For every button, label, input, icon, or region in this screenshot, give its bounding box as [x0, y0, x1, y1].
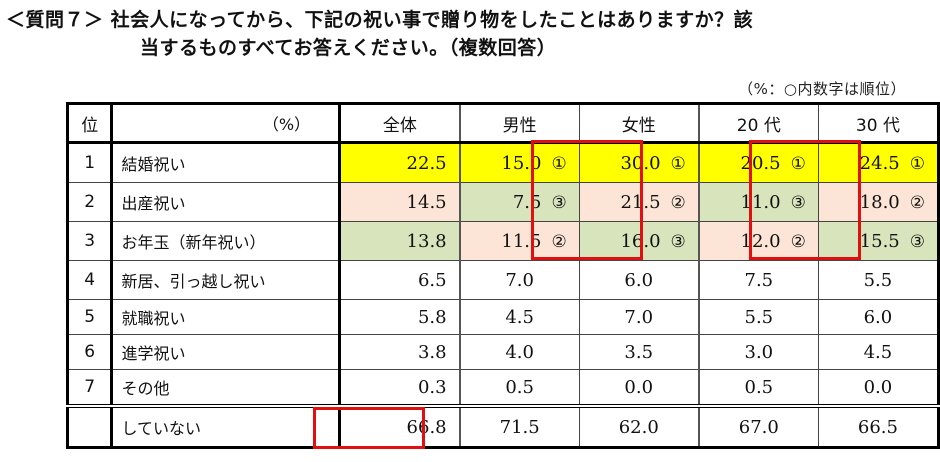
row-label: 結婚祝い: [111, 142, 342, 183]
row-label: 就職祝い: [111, 299, 342, 335]
cell-male: 11.5 ②: [458, 221, 580, 261]
unit-note: （%：○内数字は順位）: [738, 80, 906, 98]
cell-male: 7.5 ③: [458, 182, 580, 222]
cell-total: 66.8: [338, 404, 461, 448]
row-label: その他: [111, 369, 342, 407]
header-female: 女性: [578, 103, 700, 144]
cell-30s: 5.5: [817, 260, 940, 300]
row-rank: 2: [66, 182, 114, 222]
table-header-row: 位 （%） 全体 男性 女性 20 代 30 代: [66, 103, 940, 144]
cell-total: 6.5: [338, 260, 461, 300]
row-label: 進学祝い: [111, 334, 342, 370]
table-row: 2 出産祝い 14.5 7.5 ③ 21.5 ② 11.0 ③ 18.0 ②: [66, 182, 940, 222]
row-rank: 6: [66, 334, 114, 370]
cell-male: 4.0: [458, 334, 580, 370]
cell-30s: 18.0 ②: [817, 182, 940, 222]
table-row: 4 新居、引っ越し祝い 6.5 7.0 6.0 7.5 5.5: [66, 260, 940, 300]
table-row: 1 結婚祝い 22.5 15.0 ① 30.0 ① 20.5 ① 24.5 ①: [66, 142, 940, 183]
table-row: 5 就職祝い 5.8 4.5 7.0 5.5 6.0: [66, 299, 940, 335]
cell-30s: 15.5 ③: [817, 221, 940, 261]
cell-20s: 11.0 ③: [697, 182, 819, 222]
cell-20s: 12.0 ②: [697, 221, 819, 261]
row-label: お年玉（新年祝い）: [111, 221, 342, 261]
rank-mark: ②: [909, 192, 925, 213]
header-unit: （%）: [111, 103, 342, 144]
cell-total: 14.5: [338, 182, 461, 222]
question-title: ＜質問７＞ 社会人になってから、下記の祝い事で贈り物をしたことはありますか？該 …: [6, 6, 936, 62]
table-row: 7 その他 0.3 0.5 0.0 0.5 0.0: [66, 369, 940, 407]
cell-20s: 67.0: [697, 404, 819, 448]
header-rank: 位: [66, 103, 114, 144]
cell-total: 3.8: [338, 334, 461, 370]
results-table: 位 （%） 全体 男性 女性 20 代 30 代 1 結婚祝い 22.5 15.…: [66, 102, 940, 449]
cell-female: 30.0 ①: [578, 142, 700, 183]
cell-male: 7.0: [458, 260, 580, 300]
cell-male: 0.5: [458, 369, 580, 407]
cell-20s: 5.5: [697, 299, 819, 335]
rank-mark: ③: [909, 231, 925, 252]
cell-male: 4.5: [458, 299, 580, 335]
header-20s: 20 代: [697, 103, 819, 144]
table-row: 3 お年玉（新年祝い） 13.8 11.5 ② 16.0 ③ 12.0 ② 15.5 ③: [66, 221, 940, 261]
cell-30s: 6.0: [817, 299, 940, 335]
cell-30s: 66.5: [817, 404, 940, 448]
rank-mark: ③: [790, 192, 806, 213]
cell-30s: 0.0: [817, 369, 940, 407]
cell-female: 7.0: [578, 299, 700, 335]
table-row: 6 進学祝い 3.8 4.0 3.5 3.0 4.5: [66, 334, 940, 370]
cell-30s: 4.5: [817, 334, 940, 370]
rank-mark: ①: [909, 153, 925, 174]
cell-male: 71.5: [458, 404, 580, 448]
row-rank: [66, 404, 114, 448]
cell-female: 16.0 ③: [578, 221, 700, 261]
cell-20s: 0.5: [697, 369, 819, 407]
row-label: 出産祝い: [111, 182, 342, 222]
question-title-line1: ＜質問７＞ 社会人になってから、下記の祝い事で贈り物をしたことはありますか？該: [6, 9, 754, 31]
rank-mark: ③: [670, 231, 686, 252]
cell-total: 22.5: [338, 142, 461, 183]
cell-female: 3.5: [578, 334, 700, 370]
cell-female: 6.0: [578, 260, 700, 300]
cell-female: 0.0: [578, 369, 700, 407]
row-label: していない: [111, 404, 342, 448]
cell-total: 0.3: [338, 369, 461, 407]
cell-female: 21.5 ②: [578, 182, 700, 222]
row-rank: 4: [66, 260, 114, 300]
rank-mark: ③: [551, 192, 567, 213]
cell-20s: 3.0: [697, 334, 819, 370]
rank-mark: ①: [670, 153, 686, 174]
cell-20s: 20.5 ①: [697, 142, 819, 183]
cell-female: 62.0: [578, 404, 700, 448]
row-rank: 5: [66, 299, 114, 335]
rank-mark: ②: [670, 192, 686, 213]
cell-male: 15.0 ①: [458, 142, 580, 183]
cell-total: 5.8: [338, 299, 461, 335]
cell-30s: 24.5 ①: [817, 142, 940, 183]
rank-mark: ①: [551, 153, 567, 174]
row-rank: 1: [66, 142, 114, 183]
header-total: 全体: [338, 103, 461, 144]
header-male: 男性: [458, 103, 580, 144]
cell-total: 13.8: [338, 221, 461, 261]
header-30s: 30 代: [817, 103, 940, 144]
cell-20s: 7.5: [697, 260, 819, 300]
question-title-line2: 当するものすべてお答えください。（複数回答）: [140, 37, 557, 59]
rank-mark: ②: [551, 231, 567, 252]
row-label: 新居、引っ越し祝い: [111, 260, 342, 300]
rank-mark: ①: [790, 153, 806, 174]
row-rank: 7: [66, 369, 114, 407]
row-rank: 3: [66, 221, 114, 261]
table-row-none: していない 66.8 71.5 62.0 67.0 66.5: [66, 404, 940, 448]
rank-mark: ②: [790, 231, 806, 252]
